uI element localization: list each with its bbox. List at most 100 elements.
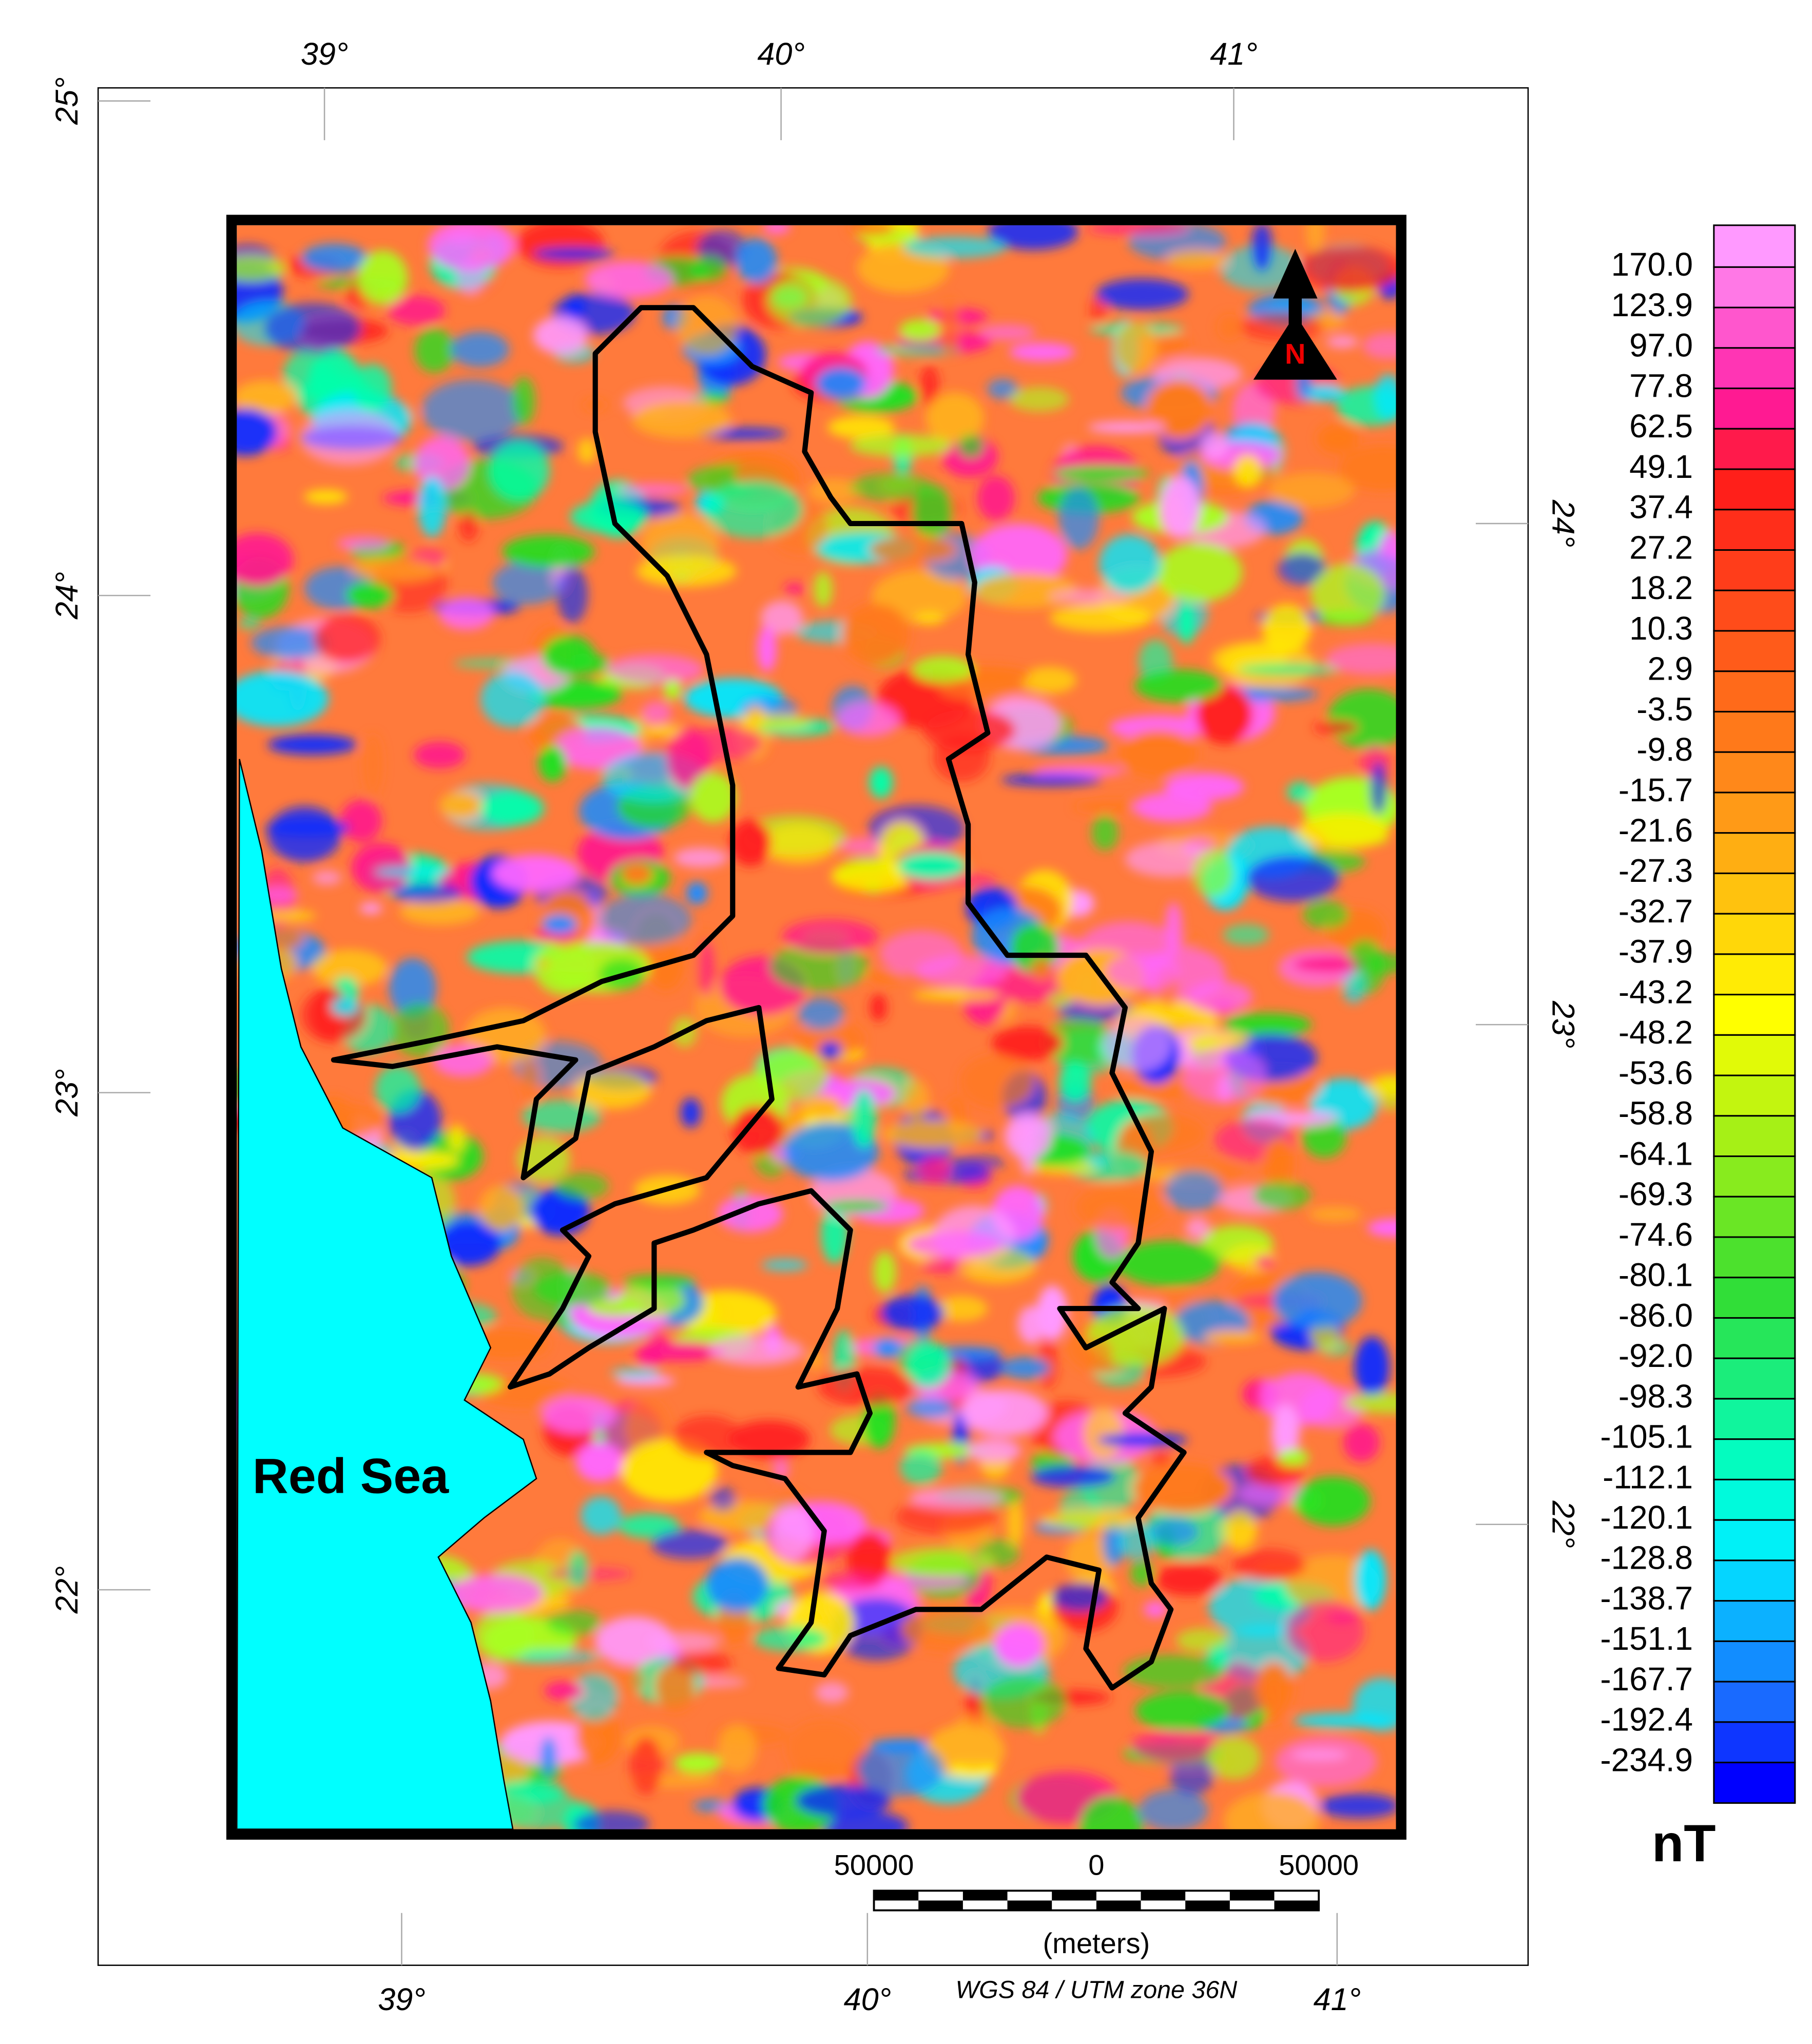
anomaly [1166, 249, 1227, 270]
anomaly [729, 819, 772, 866]
anomaly [1272, 1272, 1362, 1329]
anomaly [283, 352, 330, 397]
anomaly [577, 438, 597, 464]
anomaly [414, 436, 470, 491]
anomaly [448, 1124, 465, 1153]
anomaly [1233, 454, 1262, 487]
anomaly [438, 596, 494, 630]
anomaly [897, 852, 967, 880]
anomaly [909, 1488, 1004, 1509]
legend-swatch [1713, 1438, 1796, 1480]
anomaly [546, 1567, 633, 1581]
anomaly [636, 555, 737, 587]
scale-segment [874, 1891, 919, 1901]
anomaly [1362, 332, 1396, 360]
anomaly [1305, 225, 1325, 252]
anomaly [815, 1682, 849, 1703]
anomaly [1135, 1691, 1229, 1731]
anomaly [1196, 684, 1253, 745]
anomaly [1130, 1730, 1220, 1762]
anomaly [1119, 729, 1198, 778]
anomaly [1083, 1407, 1124, 1459]
anomaly [1133, 792, 1212, 822]
anomaly [933, 733, 990, 782]
anomaly [1275, 1736, 1377, 1787]
anomaly [1155, 1563, 1223, 1596]
anomaly [728, 1420, 810, 1459]
anomaly [1049, 588, 1131, 604]
anomaly [1059, 1061, 1091, 1102]
legend-label: 170.0 [1611, 246, 1693, 283]
anomaly [519, 1059, 540, 1101]
legend-label: -192.4 [1600, 1701, 1693, 1738]
anomaly [784, 582, 805, 595]
anomaly [1001, 774, 1102, 786]
anomaly [337, 536, 391, 551]
anomaly [299, 409, 398, 466]
north-arrow-base [1253, 314, 1337, 380]
anomaly [421, 379, 524, 441]
anomaly [237, 380, 297, 415]
anomaly [823, 1200, 890, 1213]
legend-swatch [1713, 509, 1796, 551]
anomaly [797, 998, 844, 1030]
anomaly [1207, 1736, 1261, 1780]
scale-segment [1141, 1891, 1186, 1901]
anomaly [977, 475, 1015, 521]
anomaly [906, 1230, 1003, 1258]
scale-segment [1274, 1900, 1319, 1911]
legend-label: 18.2 [1629, 569, 1693, 606]
anomaly [782, 919, 879, 954]
anomaly [1086, 1338, 1113, 1374]
anomaly [988, 225, 1078, 250]
anomaly [340, 800, 382, 842]
map-frame [226, 215, 1406, 1840]
anomaly [709, 1487, 737, 1511]
anomaly [1122, 1113, 1205, 1153]
anomaly [623, 1275, 696, 1289]
anomaly [1327, 689, 1396, 749]
anomaly [980, 1675, 1067, 1728]
anomaly [480, 791, 545, 826]
anomaly [672, 1651, 732, 1675]
anomaly [706, 1557, 769, 1612]
legend-label: -80.1 [1618, 1257, 1693, 1294]
anomaly [1277, 1449, 1309, 1467]
anomaly [565, 294, 585, 319]
anomaly [1238, 1481, 1313, 1505]
anomaly [1133, 1463, 1233, 1513]
anomaly [1005, 1113, 1051, 1159]
legend-swatch [1713, 1681, 1796, 1723]
anomaly [389, 958, 437, 1018]
anomaly [1091, 815, 1119, 851]
anomaly [873, 1338, 902, 1358]
anomaly [767, 275, 853, 327]
anomaly [761, 1259, 808, 1271]
anomaly [802, 1095, 843, 1119]
anomaly [1285, 1599, 1365, 1662]
anomaly [1187, 980, 1253, 1013]
anomaly [673, 1753, 722, 1773]
left-tick-label: 25° [49, 77, 84, 125]
anomaly [873, 1251, 896, 1294]
anomaly [1117, 1521, 1154, 1559]
anomaly [569, 1672, 619, 1721]
anomaly [690, 772, 737, 823]
legend-swatch [1713, 1115, 1796, 1158]
legend-swatch [1713, 589, 1796, 632]
anomaly [1223, 1791, 1320, 1829]
legend-swatch [1713, 1519, 1796, 1561]
anomaly [414, 328, 455, 373]
anomaly [1301, 384, 1346, 402]
anomaly [1066, 1151, 1150, 1181]
bottom-tick-label: 39° [378, 1982, 425, 2017]
anomaly [489, 440, 550, 502]
anomaly [949, 1713, 1000, 1770]
anomaly [651, 1529, 728, 1559]
anomaly [1057, 998, 1134, 1022]
legend-label: -37.9 [1618, 933, 1693, 970]
anomaly [870, 993, 888, 1021]
anomaly [312, 870, 342, 885]
anomaly [904, 1342, 951, 1388]
